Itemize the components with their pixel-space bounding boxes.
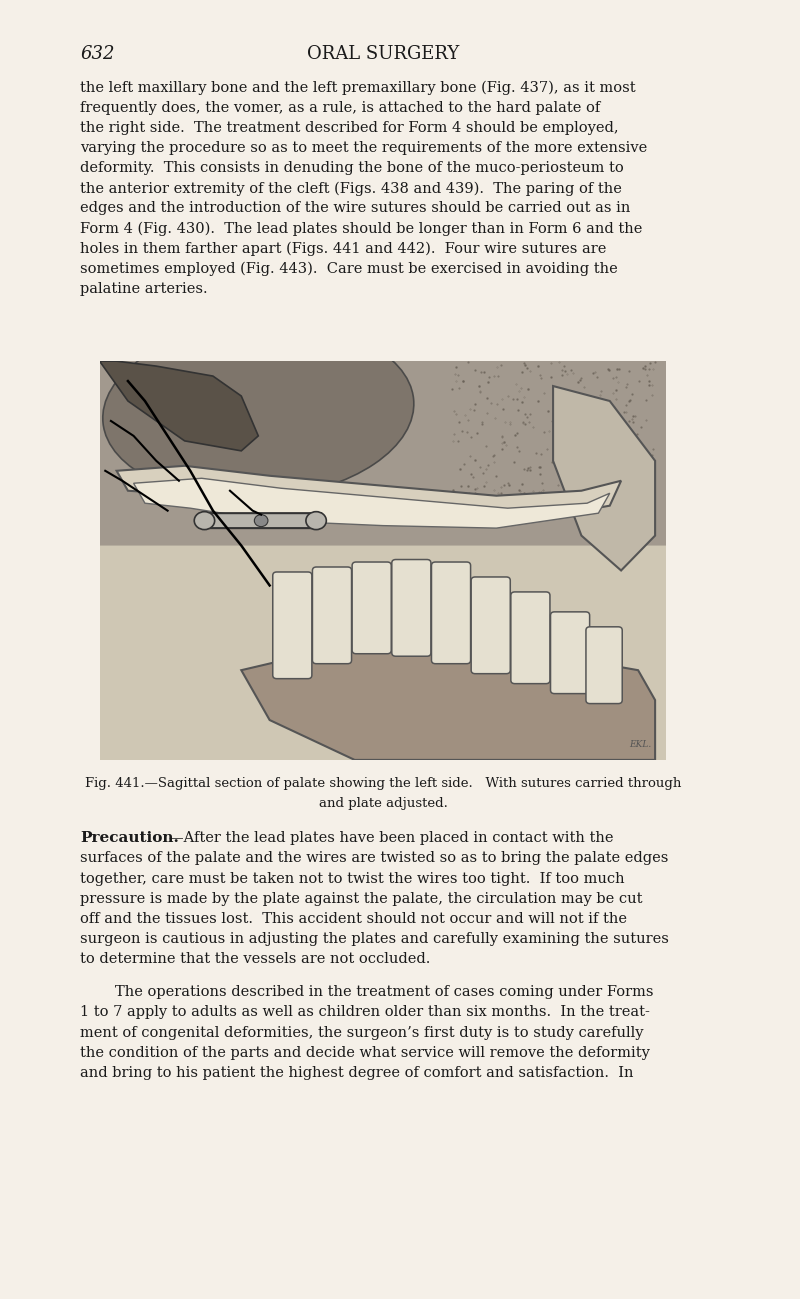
Text: The operations described in the treatment of cases coming under Forms: The operations described in the treatmen… [115,985,654,999]
Text: to determine that the vessels are not occluded.: to determine that the vessels are not oc… [81,952,431,966]
Text: pressure is made by the plate against the palate, the circulation may be cut: pressure is made by the plate against th… [81,892,643,905]
Text: off and the tissues lost.  This accident should not occur and will not if the: off and the tissues lost. This accident … [81,912,627,926]
Text: sometimes employed (Fig. 443).  Care must be exercised in avoiding the: sometimes employed (Fig. 443). Care must… [81,262,618,277]
Text: 1 to 7 apply to adults as well as children older than six months.  In the treat-: 1 to 7 apply to adults as well as childr… [81,1005,650,1020]
Text: holes in them farther apart (Figs. 441 and 442).  Four wire sutures are: holes in them farther apart (Figs. 441 a… [81,242,607,256]
Text: Fig. 441.—Sagittal section of palate showing the left side.   With sutures carri: Fig. 441.—Sagittal section of palate sho… [85,777,682,790]
Text: surfaces of the palate and the wires are twisted so as to bring the palate edges: surfaces of the palate and the wires are… [81,852,669,865]
Text: together, care must be taken not to twist the wires too tight.  If too much: together, care must be taken not to twis… [81,872,625,886]
Text: palatine arteries.: palatine arteries. [81,282,208,296]
Text: and bring to his patient the highest degree of comfort and satisfaction.  In: and bring to his patient the highest deg… [81,1065,634,1079]
Text: surgeon is cautious in adjusting the plates and carefully examining the sutures: surgeon is cautious in adjusting the pla… [81,933,670,946]
Text: Form 4 (Fig. 430).  The lead plates should be longer than in Form 6 and the: Form 4 (Fig. 430). The lead plates shoul… [81,222,643,236]
Text: the condition of the parts and decide what service will remove the deformity: the condition of the parts and decide wh… [81,1046,650,1060]
Text: the anterior extremity of the cleft (Figs. 438 and 439).  The paring of the: the anterior extremity of the cleft (Fig… [81,182,622,196]
Text: the right side.  The treatment described for Form 4 should be employed,: the right side. The treatment described … [81,121,619,135]
Text: and plate adjusted.: and plate adjusted. [318,796,447,811]
Text: ment of congenital deformities, the surgeon’s first duty is to study carefully: ment of congenital deformities, the surg… [81,1026,644,1039]
Text: —After the lead plates have been placed in contact with the: —After the lead plates have been placed … [169,831,613,846]
Text: deformity.  This consists in denuding the bone of the muco-periosteum to: deformity. This consists in denuding the… [81,161,624,175]
Text: edges and the introduction of the wire sutures should be carried out as in: edges and the introduction of the wire s… [81,201,631,216]
Text: frequently does, the vomer, as a rule, is attached to the hard palate of: frequently does, the vomer, as a rule, i… [81,101,601,114]
Text: the left maxillary bone and the left premaxillary bone (Fig. 437), as it most: the left maxillary bone and the left pre… [81,81,636,95]
Text: varying the procedure so as to meet the requirements of the more extensive: varying the procedure so as to meet the … [81,142,648,155]
Text: 632: 632 [81,45,115,64]
Text: ORAL SURGERY: ORAL SURGERY [307,45,459,64]
Text: Precaution.: Precaution. [81,831,179,846]
